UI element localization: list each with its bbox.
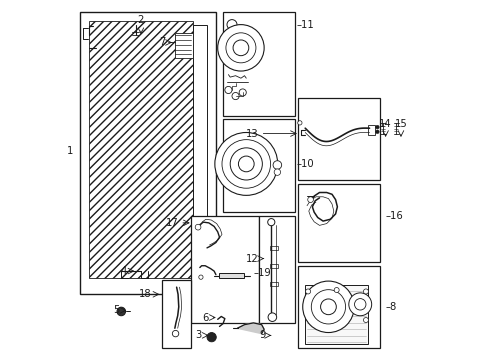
Bar	[269, 282, 278, 286]
Bar	[223, 12, 294, 116]
Bar	[258, 216, 294, 323]
Polygon shape	[237, 323, 264, 334]
Text: –19: –19	[253, 268, 271, 278]
Circle shape	[226, 19, 237, 30]
Circle shape	[311, 290, 345, 324]
Bar	[305, 285, 367, 344]
Circle shape	[225, 33, 255, 63]
Bar	[298, 184, 380, 262]
Circle shape	[320, 299, 336, 315]
Circle shape	[363, 318, 367, 323]
Circle shape	[348, 293, 371, 316]
Bar	[219, 273, 244, 278]
Circle shape	[117, 307, 125, 316]
Text: –10: –10	[296, 159, 313, 169]
Text: 12: 12	[245, 253, 258, 264]
Text: 3: 3	[195, 330, 201, 341]
Circle shape	[233, 40, 248, 56]
Bar	[298, 98, 380, 180]
Circle shape	[231, 93, 239, 100]
Bar	[80, 12, 216, 294]
Text: 4: 4	[120, 266, 126, 276]
Text: 17: 17	[165, 218, 178, 228]
Circle shape	[238, 156, 254, 172]
Circle shape	[198, 275, 203, 279]
Circle shape	[230, 148, 262, 180]
Circle shape	[363, 289, 367, 294]
Circle shape	[297, 121, 302, 125]
Text: 2: 2	[138, 15, 144, 25]
Circle shape	[375, 130, 378, 134]
Circle shape	[224, 86, 231, 94]
Bar	[269, 246, 278, 250]
Text: 6: 6	[202, 312, 208, 323]
Circle shape	[305, 289, 310, 294]
Circle shape	[222, 140, 270, 188]
Text: –11: –11	[296, 19, 313, 30]
Text: 15: 15	[394, 119, 407, 129]
Text: 1: 1	[66, 147, 73, 157]
Bar	[269, 264, 278, 268]
Circle shape	[239, 89, 246, 96]
Circle shape	[274, 169, 280, 175]
Text: 9: 9	[259, 330, 265, 341]
Circle shape	[214, 132, 277, 195]
Text: 18: 18	[139, 289, 151, 299]
Circle shape	[217, 24, 264, 71]
Circle shape	[267, 313, 276, 321]
Circle shape	[272, 161, 281, 169]
Circle shape	[206, 333, 216, 342]
Circle shape	[195, 224, 201, 230]
Bar	[298, 266, 380, 348]
Circle shape	[302, 281, 353, 333]
Circle shape	[172, 330, 179, 337]
Bar	[162, 280, 190, 348]
Text: –8: –8	[385, 302, 396, 312]
Bar	[175, 33, 192, 58]
Text: 14: 14	[379, 119, 391, 129]
Circle shape	[354, 298, 365, 310]
Bar	[89, 21, 192, 278]
Circle shape	[267, 219, 274, 226]
Circle shape	[333, 288, 339, 293]
Text: 7: 7	[159, 37, 165, 48]
Bar	[192, 24, 206, 264]
Circle shape	[375, 125, 378, 129]
Bar	[223, 119, 294, 212]
Text: 5: 5	[113, 305, 119, 315]
Bar	[190, 216, 258, 323]
Circle shape	[307, 197, 313, 203]
Text: 13: 13	[245, 129, 258, 139]
Bar	[367, 125, 374, 135]
Text: –16: –16	[385, 211, 403, 221]
